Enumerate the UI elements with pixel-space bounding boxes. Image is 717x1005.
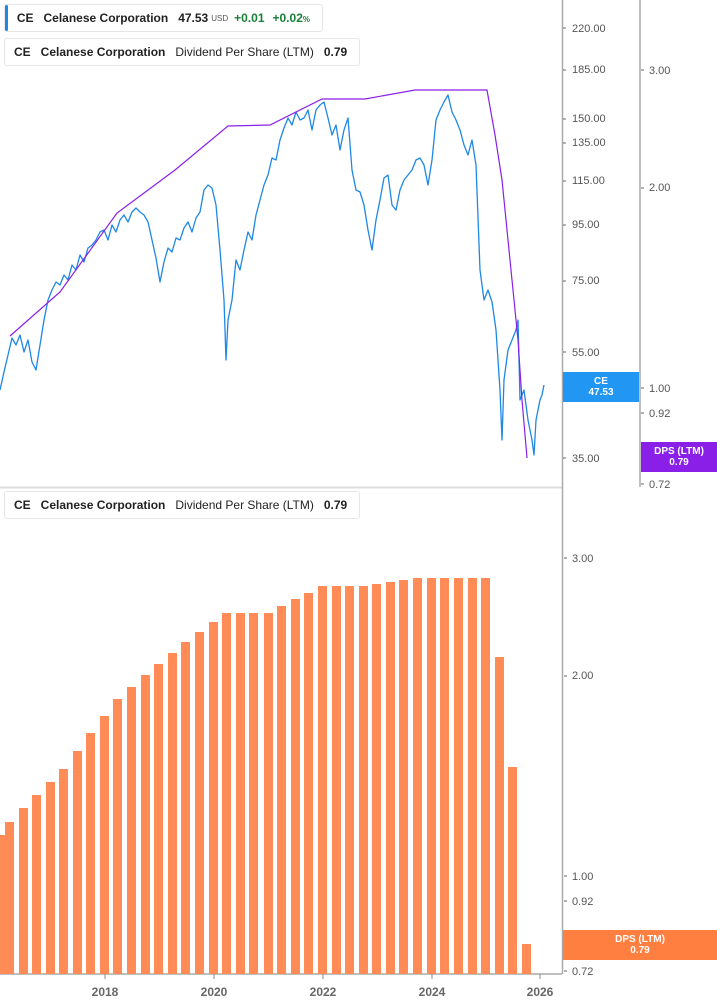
- svg-text:135.00: 135.00: [572, 137, 606, 149]
- price-tag-label: CE: [594, 376, 608, 387]
- svg-text:3.00: 3.00: [572, 553, 593, 565]
- dps-bars[interactable]: [0, 578, 531, 974]
- svg-text:220.00: 220.00: [572, 23, 606, 35]
- dps-axis-ticks-bottom: 3.00 2.00 1.00 0.92 0.82 0.72: [564, 553, 593, 978]
- time-axis-ticks: 2018 2020 2022 2024 2026: [92, 974, 554, 999]
- svg-text:0.92: 0.92: [649, 408, 670, 420]
- dps-tag-value: 0.79: [669, 457, 689, 468]
- svg-text:75.00: 75.00: [572, 275, 600, 287]
- svg-text:0.72: 0.72: [572, 966, 593, 978]
- svg-text:2022: 2022: [310, 985, 337, 999]
- svg-text:55.00: 55.00: [572, 347, 600, 359]
- legend-symbol: CE: [14, 498, 31, 512]
- price-axis-ticks: 220.00 185.00 150.00 135.00 115.00 95.00…: [563, 23, 606, 465]
- svg-text:2.00: 2.00: [649, 182, 670, 194]
- svg-text:2026: 2026: [527, 985, 554, 999]
- price-legend[interactable]: CE Celanese Corporation 47.53 USD +0.01 …: [4, 4, 323, 32]
- dps-axis-ticks-top: 3.00 2.00 1.00 0.92 0.82 0.72: [641, 65, 670, 491]
- svg-text:2.00: 2.00: [572, 670, 593, 682]
- legend-dps-value: 0.79: [323, 498, 348, 512]
- legend-symbol: CE: [16, 11, 34, 25]
- dps-tag-label: DPS (LTM): [654, 446, 704, 457]
- legend-price: 47.53: [178, 11, 209, 25]
- svg-text:1.00: 1.00: [572, 871, 593, 883]
- price-line[interactable]: [0, 94, 545, 456]
- legend-change: +0.01: [234, 11, 265, 25]
- legend-change-pct: +0.02%: [272, 11, 311, 25]
- dps-legend-top[interactable]: CE Celanese Corporation Dividend Per Sha…: [4, 38, 360, 66]
- price-last-value-tag: CE 47.53: [563, 372, 639, 402]
- price-series-color: [5, 5, 8, 31]
- svg-text:95.00: 95.00: [572, 219, 600, 231]
- legend-dps-value: 0.79: [323, 45, 348, 59]
- dps-line[interactable]: [9, 89, 528, 459]
- dps-last-value-tag-top: DPS (LTM) 0.79: [641, 442, 717, 472]
- legend-symbol: CE: [14, 45, 31, 59]
- svg-text:2018: 2018: [92, 985, 119, 999]
- legend-metric: Dividend Per Share (LTM): [175, 498, 314, 512]
- svg-text:115.00: 115.00: [572, 175, 605, 187]
- svg-text:2024: 2024: [419, 985, 446, 999]
- svg-text:150.00: 150.00: [572, 113, 606, 125]
- legend-currency: USD: [211, 13, 229, 23]
- legend-company: Celanese Corporation: [40, 498, 166, 512]
- dps-tag-value: 0.79: [630, 945, 650, 956]
- svg-text:0.72: 0.72: [649, 479, 670, 491]
- dps-tag-label: DPS (LTM): [615, 934, 665, 945]
- svg-text:2020: 2020: [201, 985, 228, 999]
- legend-company: Celanese Corporation: [40, 45, 166, 59]
- legend-metric: Dividend Per Share (LTM): [175, 45, 314, 59]
- svg-text:0.92: 0.92: [572, 896, 593, 908]
- svg-text:185.00: 185.00: [572, 64, 606, 76]
- svg-text:35.00: 35.00: [572, 453, 600, 465]
- svg-text:1.00: 1.00: [649, 383, 670, 395]
- price-tag-value: 47.53: [588, 387, 614, 398]
- svg-text:3.00: 3.00: [649, 65, 670, 77]
- dps-last-value-tag-bottom: DPS (LTM) 0.79: [563, 930, 717, 960]
- dps-legend-bottom[interactable]: CE Celanese Corporation Dividend Per Sha…: [4, 491, 360, 519]
- legend-company: Celanese Corporation: [43, 11, 169, 25]
